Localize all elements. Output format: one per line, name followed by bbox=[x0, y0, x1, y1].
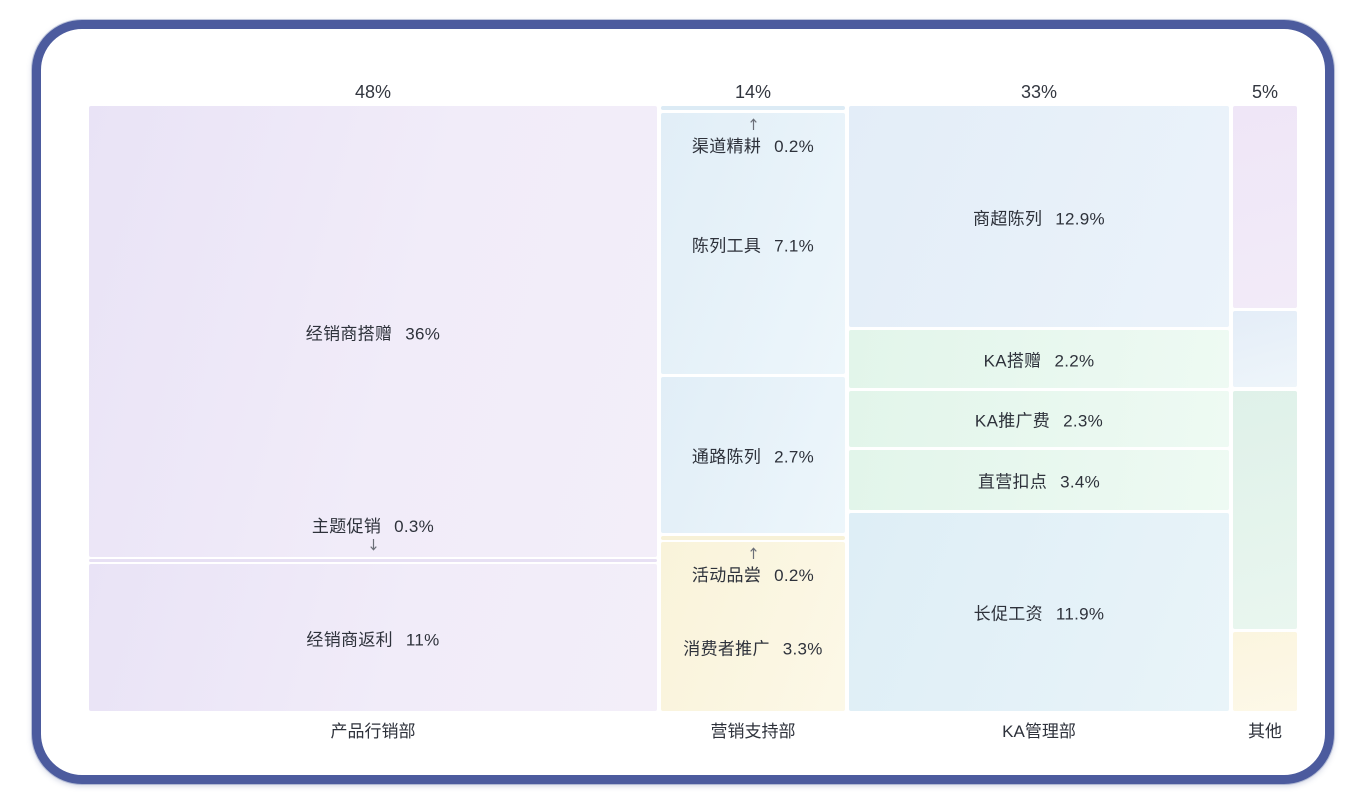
segment-col1-2[interactable]: 经销商返利 11% bbox=[89, 564, 657, 711]
segment-label-name: KA推广费 bbox=[974, 411, 1051, 431]
segment-col2-1[interactable]: 陈列工具 7.1% 渠道精耕 0.2% bbox=[661, 113, 845, 374]
segment-label-value: 36% bbox=[405, 324, 441, 343]
segment-label-value: 11% bbox=[405, 630, 440, 649]
down-arrow-icon bbox=[369, 538, 378, 552]
segment-label: 通路陈列 2.7% bbox=[692, 443, 814, 468]
segment-col2-3[interactable] bbox=[661, 536, 845, 540]
callout-name: 渠道精耕 bbox=[691, 137, 762, 156]
up-arrow-icon bbox=[749, 546, 758, 560]
callout-name: 活动品尝 bbox=[691, 566, 762, 585]
segment-label-value: 11.9% bbox=[1055, 604, 1105, 624]
segment-label-name: 经销商搭赠 bbox=[305, 324, 393, 343]
column-name-label: 其他 bbox=[1248, 722, 1282, 741]
segment-label-value: 2.2% bbox=[1054, 351, 1095, 371]
segment-label: 直营扣点 3.4% bbox=[978, 468, 1100, 493]
segment-label-value: 7.1% bbox=[774, 236, 815, 255]
segment-col2-2[interactable]: 通路陈列 2.7% bbox=[661, 377, 845, 533]
segment-label-name: 消费者推广 bbox=[683, 639, 770, 658]
segment-label-name: 经销商返利 bbox=[306, 630, 393, 649]
segment-col1-0[interactable]: 经销商搭赠 36% 主题促销 0.3% bbox=[89, 106, 657, 557]
segment-col1-1[interactable] bbox=[89, 559, 657, 562]
segment-label: KA搭赠 2.2% bbox=[984, 347, 1095, 372]
up-arrow-icon bbox=[749, 117, 758, 131]
callout-label: 主题促销 0.3% bbox=[89, 512, 657, 552]
segment-col3-3[interactable]: 直营扣点 3.4% bbox=[849, 450, 1229, 510]
segment-col2-0[interactable] bbox=[661, 106, 845, 110]
segment-col4-1[interactable] bbox=[1233, 311, 1297, 387]
column-share-label: 48% bbox=[354, 82, 392, 102]
segment-label-name: 陈列工具 bbox=[691, 236, 762, 255]
marimekko-chart: 48% 产品行销部 经销商搭赠 36% 主题促销 0.3% 经销商返利 11% 14% 营销支持部… bbox=[50, 38, 1316, 766]
segment-label-name: 通路陈列 bbox=[691, 447, 762, 467]
segment-label: 陈列工具 7.1% bbox=[692, 231, 814, 256]
callout-label: 渠道精耕 0.2% bbox=[661, 117, 845, 157]
segment-label: 经销商搭赠 36% bbox=[306, 319, 440, 344]
chart-card: 48% 产品行销部 经销商搭赠 36% 主题促销 0.3% 经销商返利 11% 14% 营销支持部… bbox=[32, 20, 1334, 784]
segment-label: 经销商返利 11% bbox=[306, 625, 439, 650]
segment-col3-4[interactable]: 长促工资 11.9% bbox=[849, 513, 1229, 711]
segment-col4-3[interactable] bbox=[1233, 632, 1297, 711]
segment-col2-4[interactable]: 消费者推广 3.3% 活动品尝 0.2% bbox=[661, 542, 845, 711]
callout-text: 活动品尝 0.2% bbox=[692, 561, 814, 586]
segment-col4-0[interactable] bbox=[1233, 106, 1297, 308]
segment-label: 商超陈列 12.9% bbox=[973, 204, 1105, 229]
segment-label: 消费者推广 3.3% bbox=[683, 634, 822, 659]
column-share-label: 33% bbox=[1020, 82, 1058, 102]
segment-label-name: 长促工资 bbox=[973, 604, 1043, 624]
segment-label: 长促工资 11.9% bbox=[974, 600, 1105, 625]
callout-text: 主题促销 0.3% bbox=[312, 512, 434, 537]
segment-label-name: 直营扣点 bbox=[977, 472, 1048, 492]
segment-col3-0[interactable]: 商超陈列 12.9% bbox=[849, 106, 1229, 327]
column-name-label: 产品行销部 bbox=[330, 722, 416, 741]
segment-label-value: 3.3% bbox=[782, 639, 823, 658]
segment-label-value: 2.7% bbox=[774, 447, 815, 467]
column-share-label: 14% bbox=[734, 82, 772, 102]
segment-label-value: 2.3% bbox=[1063, 411, 1104, 431]
callout-name: 主题促销 bbox=[311, 517, 382, 536]
callout-value: 0.2% bbox=[774, 566, 815, 585]
segment-col3-2[interactable]: KA推广费 2.3% bbox=[849, 391, 1229, 447]
segment-label-name: 商超陈列 bbox=[973, 209, 1043, 228]
callout-value: 0.3% bbox=[394, 517, 435, 536]
segment-label: KA推广费 2.3% bbox=[975, 407, 1103, 432]
segment-label-value: 12.9% bbox=[1055, 209, 1105, 228]
column-share-label: 5% bbox=[1251, 82, 1278, 102]
segment-label-value: 3.4% bbox=[1060, 472, 1101, 492]
callout-label: 活动品尝 0.2% bbox=[661, 546, 845, 586]
callout-value: 0.2% bbox=[774, 137, 815, 156]
segment-col4-2[interactable] bbox=[1233, 391, 1297, 629]
segment-col3-1[interactable]: KA搭赠 2.2% bbox=[849, 330, 1229, 388]
callout-text: 渠道精耕 0.2% bbox=[692, 132, 814, 157]
column-name-label: 营销支持部 bbox=[710, 722, 796, 741]
column-name-label: KA管理部 bbox=[1002, 722, 1076, 741]
segment-label-name: KA搭赠 bbox=[983, 351, 1042, 371]
